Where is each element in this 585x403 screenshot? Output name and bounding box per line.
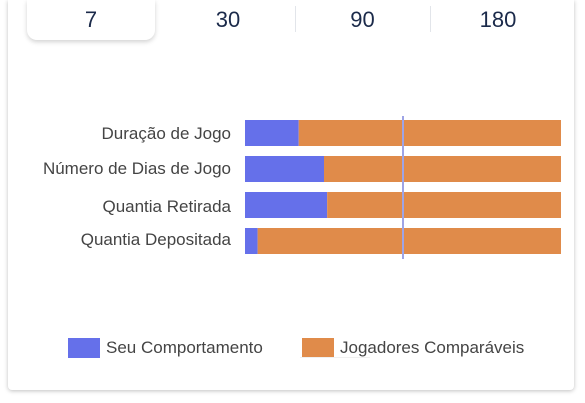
bar-user-0 (245, 120, 299, 146)
period-selector: 7 30 90 180 (8, 0, 574, 42)
period-tab-90[interactable]: 90 (350, 7, 375, 32)
bar-compare-1 (324, 156, 561, 182)
period-tab-180[interactable]: 180 (479, 7, 517, 32)
legend-swatch-compare (302, 338, 334, 358)
period-divider (430, 6, 431, 32)
bar-user-3 (245, 228, 258, 254)
stacked-bar-chart (245, 116, 561, 259)
category-label-play-duration: Duração de Jogo (101, 124, 231, 143)
category-label-amount-deposited: Quantia Depositada (80, 230, 231, 249)
category-label-amount-withdrawn: Quantia Retirada (102, 197, 231, 216)
bar-compare-3 (257, 228, 561, 254)
legend-item-user: Seu Comportamento (68, 338, 263, 358)
bar-user-2 (245, 192, 328, 218)
period-tab-30[interactable]: 30 (215, 7, 241, 32)
period-divider (295, 6, 296, 32)
legend-swatch-user (68, 338, 100, 358)
legend-item-compare: Jogadores Comparáveis (302, 338, 524, 358)
bar-compare-2 (327, 192, 561, 218)
bar-compare-0 (298, 120, 561, 146)
period-tab-7[interactable]: 7 (27, 0, 155, 40)
legend-divider (300, 357, 370, 358)
category-label-play-days: Número de Dias de Jogo (42, 159, 231, 178)
behavior-comparison-card: 7 30 90 180 Duração de Jogo Número de Di… (8, 0, 574, 390)
legend-label-user: Seu Comportamento (106, 338, 263, 357)
legend-label-compare: Jogadores Comparáveis (340, 338, 525, 357)
bar-user-1 (245, 156, 324, 182)
